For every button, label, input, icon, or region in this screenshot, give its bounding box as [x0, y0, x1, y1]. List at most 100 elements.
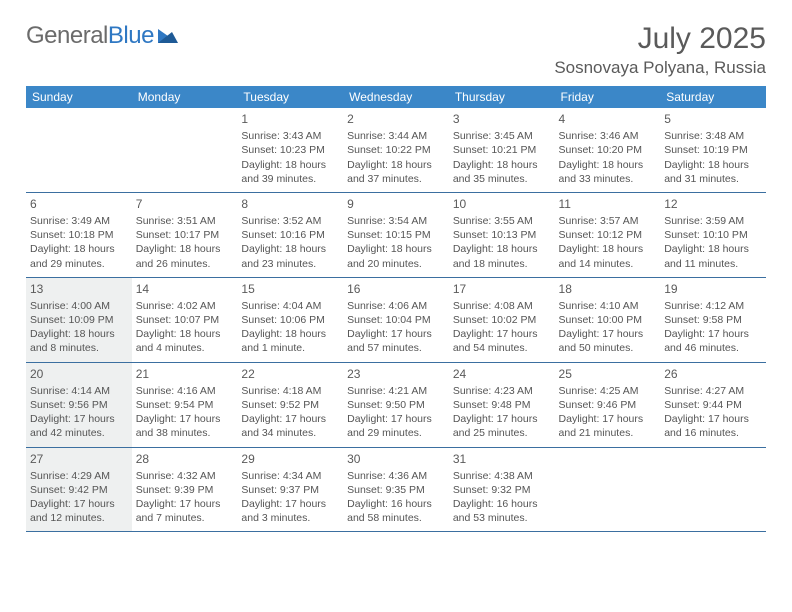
day-number: 22: [241, 366, 339, 382]
day-number: 25: [559, 366, 657, 382]
day-info: Sunrise: 4:04 AMSunset: 10:06 PMDaylight…: [241, 299, 339, 356]
logo: GeneralBlue: [26, 22, 180, 50]
logo-text-blue: Blue: [108, 22, 154, 49]
day-info: Sunrise: 3:49 AMSunset: 10:18 PMDaylight…: [30, 214, 128, 271]
calendar-cell: 26Sunrise: 4:27 AMSunset: 9:44 PMDayligh…: [660, 362, 766, 447]
day-number: 15: [241, 281, 339, 297]
day-info: Sunrise: 3:43 AMSunset: 10:23 PMDaylight…: [241, 129, 339, 186]
month-title: July 2025: [554, 22, 766, 56]
day-number: 26: [664, 366, 762, 382]
day-number: 31: [453, 451, 551, 467]
day-info: Sunrise: 4:38 AMSunset: 9:32 PMDaylight:…: [453, 469, 551, 526]
day-info: Sunrise: 3:57 AMSunset: 10:12 PMDaylight…: [559, 214, 657, 271]
day-number: 11: [559, 196, 657, 212]
calendar-cell: 28 Sunrise: 4:32 AMSunset: 9:39 PMDayligh…: [132, 447, 238, 532]
day-number: 14: [136, 281, 234, 297]
calendar-cell: 6 Sunrise: 3:49 AMSunset: 10:18 PMDayligh…: [26, 192, 132, 277]
weekday-header: Tuesday: [237, 86, 343, 108]
day-info: Sunrise: 4:14 AMSunset: 9:56 PMDaylight:…: [30, 384, 128, 441]
calendar-cell: 14Sunrise: 4:02 AMSunset: 10:07 PMDaylig…: [132, 277, 238, 362]
day-info: Sunrise: 3:55 AMSunset: 10:13 PMDaylight…: [453, 214, 551, 271]
calendar-cell: 11 Sunrise: 3:57 AMSunset: 10:12 PMDaylig…: [555, 192, 661, 277]
calendar-cell: 31 Sunrise: 4:38 AMSunset: 9:32 PMDayligh…: [449, 447, 555, 532]
calendar-cell: 9 Sunrise: 3:54 AMSunset: 10:15 PMDayligh…: [343, 192, 449, 277]
header: GeneralBlue July 2025 Sosnovaya Polyana,…: [26, 22, 766, 78]
calendar-row: 20 Sunrise: 4:14 AMSunset: 9:56 PMDayligh…: [26, 362, 766, 447]
day-info: Sunrise: 4:08 AMSunset: 10:02 PMDaylight…: [453, 299, 551, 356]
logo-triangle-icon: [158, 27, 180, 45]
day-number: 3: [453, 111, 551, 127]
day-info: Sunrise: 4:00 AMSunset: 10:09 PMDaylight…: [30, 299, 128, 356]
day-number: 10: [453, 196, 551, 212]
calendar-cell: 2 Sunrise: 3:44 AMSunset: 10:22 PMDayligh…: [343, 108, 449, 192]
day-number: 23: [347, 366, 445, 382]
weekday-header: Monday: [132, 86, 238, 108]
logo-text: GeneralBlue: [26, 22, 154, 50]
calendar-cell: 29Sunrise: 4:34 AMSunset: 9:37 PMDayligh…: [237, 447, 343, 532]
day-info: Sunrise: 3:52 AMSunset: 10:16 PMDaylight…: [241, 214, 339, 271]
calendar-cell: 12Sunrise: 3:59 AMSunset: 10:10 PMDaylig…: [660, 192, 766, 277]
weekday-header: Thursday: [449, 86, 555, 108]
calendar-cell: [555, 447, 661, 532]
calendar-cell: 7 Sunrise: 3:51 AMSunset: 10:17 PMDayligh…: [132, 192, 238, 277]
day-number: 12: [664, 196, 762, 212]
day-number: 16: [347, 281, 445, 297]
calendar-cell: 3 Sunrise: 3:45 AMSunset: 10:21 PMDayligh…: [449, 108, 555, 192]
weekday-header: Saturday: [660, 86, 766, 108]
day-number: 24: [453, 366, 551, 382]
day-info: Sunrise: 4:10 AMSunset: 10:00 PMDaylight…: [559, 299, 657, 356]
day-info: Sunrise: 4:06 AMSunset: 10:04 PMDaylight…: [347, 299, 445, 356]
day-number: 6: [30, 196, 128, 212]
title-block: July 2025 Sosnovaya Polyana, Russia: [554, 22, 766, 78]
day-info: Sunrise: 3:51 AMSunset: 10:17 PMDaylight…: [136, 214, 234, 271]
location: Sosnovaya Polyana, Russia: [554, 58, 766, 78]
calendar-cell: 1 Sunrise: 3:43 AMSunset: 10:23 PMDayligh…: [237, 108, 343, 192]
day-info: Sunrise: 4:29 AMSunset: 9:42 PMDaylight:…: [30, 469, 128, 526]
day-number: 1: [241, 111, 339, 127]
day-number: 28: [136, 451, 234, 467]
day-number: 27: [30, 451, 128, 467]
calendar-cell: 24 Sunrise: 4:23 AMSunset: 9:48 PMDayligh…: [449, 362, 555, 447]
day-number: 9: [347, 196, 445, 212]
calendar-cell: 8Sunrise: 3:52 AMSunset: 10:16 PMDayligh…: [237, 192, 343, 277]
calendar-cell: 15 Sunrise: 4:04 AMSunset: 10:06 PMDaylig…: [237, 277, 343, 362]
calendar-cell: 19Sunrise: 4:12 AMSunset: 9:58 PMDayligh…: [660, 277, 766, 362]
day-number: 13: [30, 281, 128, 297]
day-info: Sunrise: 4:18 AMSunset: 9:52 PMDaylight:…: [241, 384, 339, 441]
calendar-cell: 18Sunrise: 4:10 AMSunset: 10:00 PMDaylig…: [555, 277, 661, 362]
calendar-cell: [132, 108, 238, 192]
weekday-header: Sunday: [26, 86, 132, 108]
day-number: 29: [241, 451, 339, 467]
calendar-cell: 27 Sunrise: 4:29 AMSunset: 9:42 PMDayligh…: [26, 447, 132, 532]
day-number: 2: [347, 111, 445, 127]
calendar-cell: 23 Sunrise: 4:21 AMSunset: 9:50 PMDayligh…: [343, 362, 449, 447]
day-number: 30: [347, 451, 445, 467]
day-info: Sunrise: 3:46 AMSunset: 10:20 PMDaylight…: [559, 129, 657, 186]
weekday-header-row: Sunday Monday Tuesday Wednesday Thursday…: [26, 86, 766, 108]
calendar-row: 6 Sunrise: 3:49 AMSunset: 10:18 PMDayligh…: [26, 192, 766, 277]
day-number: 19: [664, 281, 762, 297]
calendar-cell: [660, 447, 766, 532]
day-info: Sunrise: 3:54 AMSunset: 10:15 PMDaylight…: [347, 214, 445, 271]
calendar-cell: 21 Sunrise: 4:16 AMSunset: 9:54 PMDayligh…: [132, 362, 238, 447]
calendar-cell: 20 Sunrise: 4:14 AMSunset: 9:56 PMDayligh…: [26, 362, 132, 447]
calendar-cell: 4 Sunrise: 3:46 AMSunset: 10:20 PMDayligh…: [555, 108, 661, 192]
day-number: 5: [664, 111, 762, 127]
day-info: Sunrise: 4:36 AMSunset: 9:35 PMDaylight:…: [347, 469, 445, 526]
day-info: Sunrise: 3:45 AMSunset: 10:21 PMDaylight…: [453, 129, 551, 186]
calendar-cell: [26, 108, 132, 192]
calendar-row: 1 Sunrise: 3:43 AMSunset: 10:23 PMDayligh…: [26, 108, 766, 192]
day-info: Sunrise: 4:25 AMSunset: 9:46 PMDaylight:…: [559, 384, 657, 441]
day-number: 4: [559, 111, 657, 127]
day-info: Sunrise: 4:21 AMSunset: 9:50 PMDaylight:…: [347, 384, 445, 441]
day-number: 7: [136, 196, 234, 212]
calendar-cell: 22 Sunrise: 4:18 AMSunset: 9:52 PMDayligh…: [237, 362, 343, 447]
calendar-table: Sunday Monday Tuesday Wednesday Thursday…: [26, 86, 766, 532]
day-info: Sunrise: 4:32 AMSunset: 9:39 PMDaylight:…: [136, 469, 234, 526]
day-info: Sunrise: 3:44 AMSunset: 10:22 PMDaylight…: [347, 129, 445, 186]
day-info: Sunrise: 4:16 AMSunset: 9:54 PMDaylight:…: [136, 384, 234, 441]
day-number: 21: [136, 366, 234, 382]
day-info: Sunrise: 4:23 AMSunset: 9:48 PMDaylight:…: [453, 384, 551, 441]
day-number: 20: [30, 366, 128, 382]
logo-text-general: General: [26, 22, 108, 49]
